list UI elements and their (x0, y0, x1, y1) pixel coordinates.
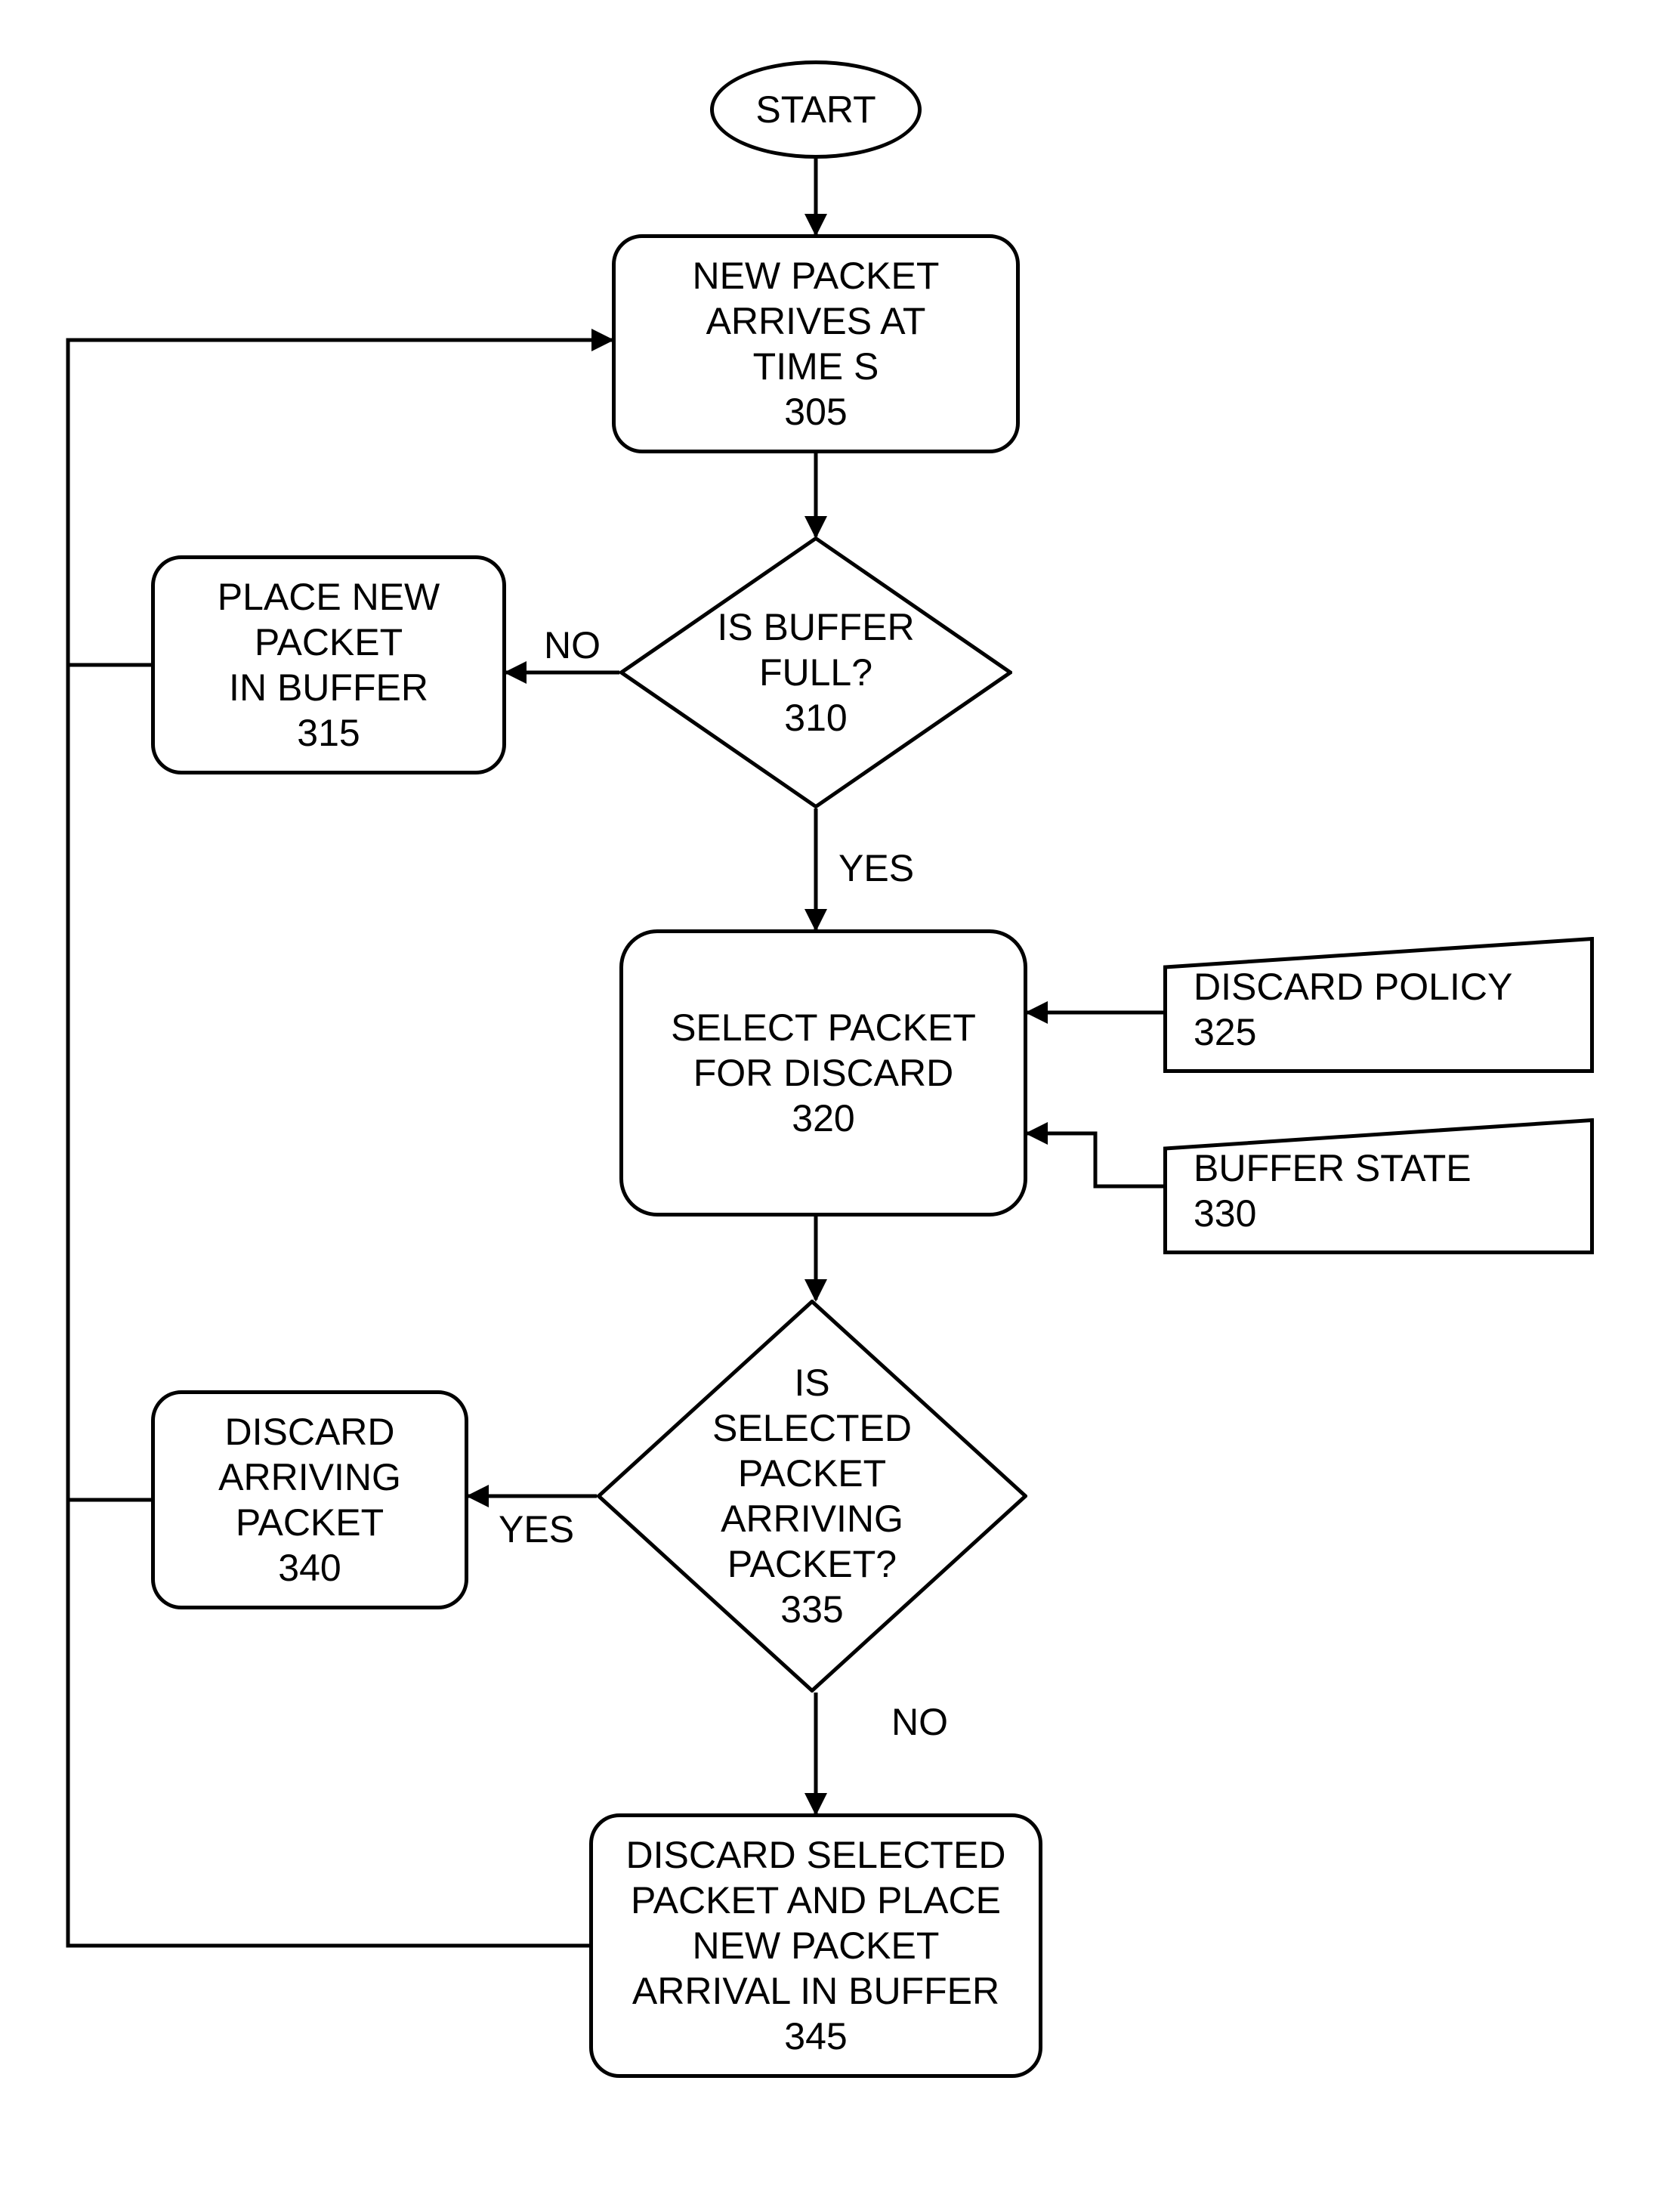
edge-label-yes335: YES (499, 1507, 574, 1551)
node-n320: SELECT PACKETFOR DISCARD320 (619, 929, 1027, 1217)
flowchart-canvas: START NEW PACKETARRIVES ATTIME S305 IS BUF… (0, 0, 1680, 2195)
node-d335: ISSELECTEDPACKETARRIVINGPACKET?335 (597, 1300, 1027, 1693)
node-n315: PLACE NEWPACKETIN BUFFER315 (151, 555, 506, 774)
edge-label-yes310: YES (838, 846, 914, 890)
node-n340: DISCARDARRIVINGPACKET340 (151, 1390, 468, 1609)
edge-label-no335: NO (891, 1700, 948, 1744)
e-340-loop (68, 665, 151, 1500)
node-i325: DISCARD POLICY325 (1163, 937, 1594, 1073)
node-start: START (710, 60, 922, 159)
node-n305: NEW PACKETARRIVES ATTIME S305 (612, 234, 1020, 453)
node-d310: IS BUFFERFULL?310 (619, 536, 1012, 808)
edge-label-no310: NO (544, 623, 601, 667)
node-i330: BUFFER STATE330 (1163, 1118, 1594, 1254)
node-n345: DISCARD SELECTEDPACKET AND PLACENEW PACK… (589, 1813, 1042, 2078)
e-330-320 (1027, 1133, 1163, 1186)
